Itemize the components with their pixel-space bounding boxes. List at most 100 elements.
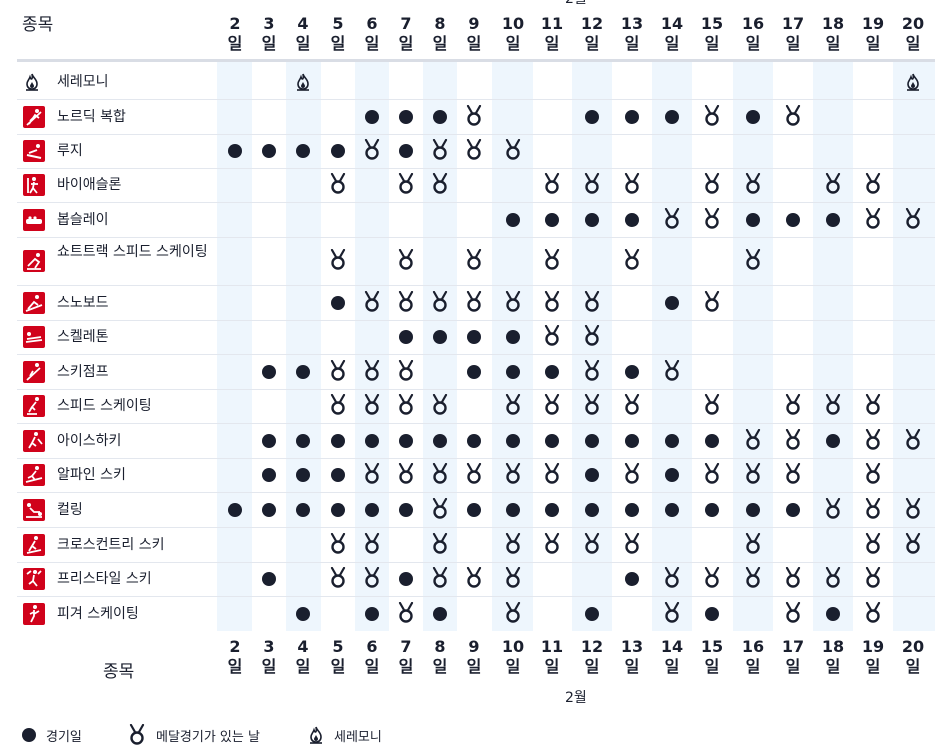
competition-day-dot[interactable] bbox=[296, 468, 310, 482]
competition-day-dot[interactable] bbox=[545, 502, 559, 517]
competition-day-dot[interactable] bbox=[786, 212, 800, 227]
medal-icon[interactable] bbox=[663, 207, 681, 234]
medal-icon[interactable] bbox=[784, 104, 802, 131]
competition-day-dot[interactable] bbox=[365, 502, 379, 517]
medal-icon[interactable] bbox=[543, 532, 561, 559]
medal-icon[interactable] bbox=[824, 172, 842, 199]
medal-icon[interactable] bbox=[329, 566, 347, 593]
medal-icon[interactable] bbox=[784, 428, 802, 455]
medal-icon[interactable] bbox=[363, 359, 381, 386]
medal-icon[interactable] bbox=[744, 462, 762, 489]
sport-name[interactable]: 루지 bbox=[57, 143, 83, 159]
sport-name[interactable]: 스켈레톤 bbox=[57, 329, 109, 345]
competition-day-dot[interactable] bbox=[467, 502, 481, 517]
medal-icon[interactable] bbox=[329, 172, 347, 199]
medal-icon[interactable] bbox=[504, 601, 522, 628]
medal-icon[interactable] bbox=[397, 393, 415, 420]
medal-icon[interactable] bbox=[397, 462, 415, 489]
medal-icon[interactable] bbox=[663, 601, 681, 628]
medal-icon[interactable] bbox=[543, 172, 561, 199]
medal-icon[interactable] bbox=[703, 393, 721, 420]
medal-icon[interactable] bbox=[465, 566, 483, 593]
medal-icon[interactable] bbox=[431, 172, 449, 199]
medal-icon[interactable] bbox=[363, 566, 381, 593]
medal-icon[interactable] bbox=[363, 290, 381, 317]
medal-icon[interactable] bbox=[623, 248, 641, 275]
sport-name[interactable]: 스피드 스케이팅 bbox=[57, 398, 152, 414]
competition-day-dot[interactable] bbox=[399, 144, 413, 158]
competition-day-dot[interactable] bbox=[331, 502, 345, 517]
medal-icon[interactable] bbox=[703, 207, 721, 234]
medal-icon[interactable] bbox=[663, 566, 681, 593]
competition-day-dot[interactable] bbox=[262, 572, 276, 586]
competition-day-dot[interactable] bbox=[433, 606, 447, 621]
medal-icon[interactable] bbox=[623, 172, 641, 199]
sport-name[interactable]: 알파인 스키 bbox=[57, 467, 126, 483]
competition-day-dot[interactable] bbox=[365, 606, 379, 621]
sport-name[interactable]: 세레모니 bbox=[57, 73, 109, 90]
medal-icon[interactable] bbox=[504, 290, 522, 317]
medal-icon[interactable] bbox=[703, 290, 721, 317]
medal-icon[interactable] bbox=[744, 172, 762, 199]
medal-icon[interactable] bbox=[744, 248, 762, 275]
competition-day-dot[interactable] bbox=[665, 433, 679, 448]
competition-day-dot[interactable] bbox=[433, 433, 447, 448]
competition-day-dot[interactable] bbox=[705, 502, 719, 517]
competition-day-dot[interactable] bbox=[625, 433, 639, 448]
competition-day-dot[interactable] bbox=[585, 433, 599, 448]
medal-icon[interactable] bbox=[583, 324, 601, 351]
competition-day-dot[interactable] bbox=[585, 468, 599, 482]
competition-day-dot[interactable] bbox=[585, 109, 599, 124]
medal-icon[interactable] bbox=[864, 462, 882, 489]
competition-day-dot[interactable] bbox=[545, 212, 559, 227]
competition-day-dot[interactable] bbox=[365, 109, 379, 124]
medal-icon[interactable] bbox=[663, 359, 681, 386]
competition-day-dot[interactable] bbox=[399, 109, 413, 124]
competition-day-dot[interactable] bbox=[826, 433, 840, 448]
medal-icon[interactable] bbox=[824, 497, 842, 524]
competition-day-dot[interactable] bbox=[746, 502, 760, 517]
medal-icon[interactable] bbox=[703, 566, 721, 593]
medal-icon[interactable] bbox=[904, 497, 922, 524]
medal-icon[interactable] bbox=[465, 290, 483, 317]
competition-day-dot[interactable] bbox=[665, 295, 679, 310]
medal-icon[interactable] bbox=[703, 462, 721, 489]
medal-icon[interactable] bbox=[363, 393, 381, 420]
medal-icon[interactable] bbox=[397, 172, 415, 199]
competition-day-dot[interactable] bbox=[399, 433, 413, 448]
flame-icon[interactable] bbox=[295, 73, 311, 95]
medal-icon[interactable] bbox=[824, 393, 842, 420]
medal-icon[interactable] bbox=[583, 172, 601, 199]
competition-day-dot[interactable] bbox=[705, 606, 719, 621]
medal-icon[interactable] bbox=[583, 393, 601, 420]
medal-icon[interactable] bbox=[864, 566, 882, 593]
medal-icon[interactable] bbox=[543, 248, 561, 275]
competition-day-dot[interactable] bbox=[365, 433, 379, 448]
medal-icon[interactable] bbox=[431, 290, 449, 317]
competition-day-dot[interactable] bbox=[296, 433, 310, 448]
competition-day-dot[interactable] bbox=[467, 330, 481, 344]
competition-day-dot[interactable] bbox=[545, 364, 559, 379]
medal-icon[interactable] bbox=[744, 428, 762, 455]
competition-day-dot[interactable] bbox=[262, 502, 276, 517]
sport-name[interactable]: 스키점프 bbox=[57, 363, 109, 380]
sport-name[interactable]: 노르딕 복합 bbox=[57, 108, 126, 125]
competition-day-dot[interactable] bbox=[826, 606, 840, 621]
medal-icon[interactable] bbox=[504, 138, 522, 165]
competition-day-dot[interactable] bbox=[228, 144, 242, 158]
competition-day-dot[interactable] bbox=[262, 364, 276, 379]
competition-day-dot[interactable] bbox=[746, 212, 760, 227]
competition-day-dot[interactable] bbox=[665, 109, 679, 124]
medal-icon[interactable] bbox=[623, 532, 641, 559]
sport-name[interactable]: 크로스컨트리 스키 bbox=[57, 536, 165, 553]
medal-icon[interactable] bbox=[583, 359, 601, 386]
medal-icon[interactable] bbox=[784, 462, 802, 489]
medal-icon[interactable] bbox=[864, 532, 882, 559]
medal-icon[interactable] bbox=[744, 532, 762, 559]
sport-name[interactable]: 아이스하키 bbox=[57, 432, 122, 449]
flame-icon[interactable] bbox=[905, 73, 921, 95]
medal-icon[interactable] bbox=[465, 104, 483, 131]
medal-icon[interactable] bbox=[703, 104, 721, 131]
competition-day-dot[interactable] bbox=[467, 364, 481, 379]
competition-day-dot[interactable] bbox=[262, 468, 276, 482]
